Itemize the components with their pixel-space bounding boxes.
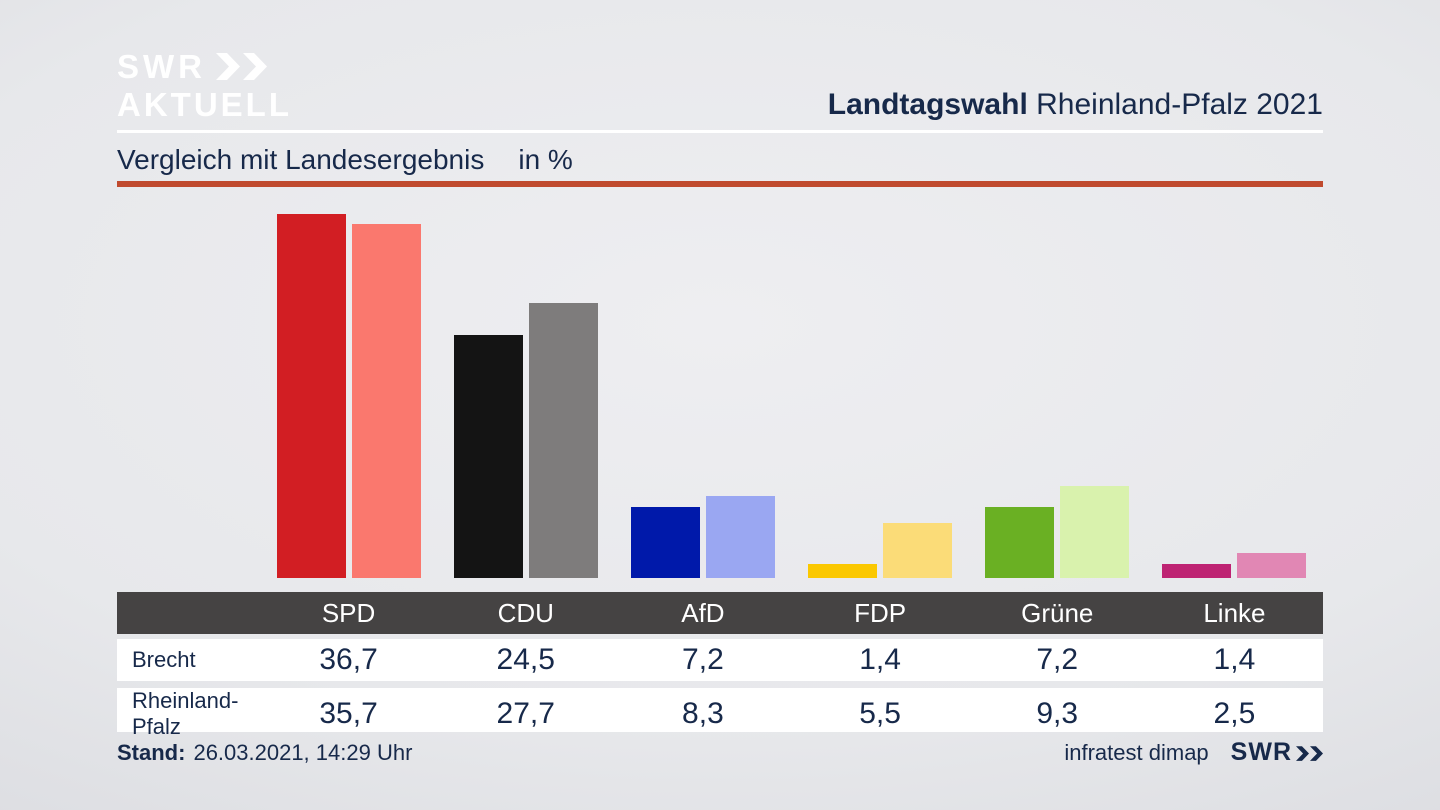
title-rest-part: Rheinland-Pfalz 2021 — [1036, 88, 1323, 121]
timestamp: Stand: 26.03.2021, 14:29 Uhr — [117, 740, 412, 766]
bar-group-cdu — [437, 212, 614, 578]
subtitle-underline — [117, 181, 1323, 187]
bar-cdu-brecht — [453, 335, 523, 578]
swr-logo: SWR — [1231, 738, 1323, 767]
cell-brecht-linke: 1,4 — [1213, 643, 1256, 676]
cell-rheinland-pfalz-afd: 8,3 — [682, 697, 724, 730]
bar-linke-brecht — [1162, 564, 1232, 578]
bar-spd-rheinland-pfalz — [351, 224, 421, 578]
table-row-rheinland-pfalz: Rheinland-Pfalz 35,7 27,7 8,3 5,5 9,3 2,5 — [117, 688, 1323, 739]
source-name: infratest dimap — [1064, 739, 1209, 765]
cell-rheinland-pfalz-spd: 35,7 — [319, 697, 378, 730]
bar-fdp-brecht — [808, 564, 878, 578]
subtitle-text: Vergleich mit Landesergebnis — [117, 144, 485, 175]
bar-group-spd — [260, 212, 437, 578]
subtitle-unit: in % — [518, 144, 573, 175]
chart-subtitle: Vergleich mit Landesergebnis in % — [117, 144, 573, 176]
cell-rheinland-pfalz-fdp: 5,5 — [859, 697, 901, 730]
table-header-row: SPD CDU AfD FDP Grüne Linke — [117, 592, 1323, 634]
stand-label: Stand: — [117, 740, 186, 765]
bar-gruene-brecht — [985, 507, 1055, 578]
cell-brecht-gruene: 7,2 — [1036, 643, 1079, 676]
cell-brecht-afd: 7,2 — [682, 643, 724, 676]
row-label-brecht: Brecht — [132, 647, 196, 672]
cell-rheinland-pfalz-cdu: 27,7 — [496, 697, 555, 730]
cell-brecht-cdu: 24,5 — [496, 643, 555, 676]
stand-value: 26.03.2021, 14:29 Uhr — [193, 740, 413, 765]
bar-afd-rheinland-pfalz — [705, 496, 775, 578]
page-title: Landtagswahl Rheinland-Pfalz 2021 — [117, 88, 1323, 121]
bar-linke-rheinland-pfalz — [1237, 553, 1307, 578]
column-header-afd: AfD — [681, 597, 725, 628]
cell-brecht-spd: 36,7 — [319, 643, 378, 676]
source-attribution: infratest dimap SWR — [1064, 738, 1323, 767]
column-header-linke: Linke — [1203, 597, 1266, 628]
bar-cdu-rheinland-pfalz — [528, 303, 598, 578]
table-row-brecht: Brecht 36,7 24,5 7,2 1,4 7,2 1,4 — [117, 639, 1323, 681]
bar-chart — [260, 212, 1323, 578]
swr-aktuell-logo: SWR AKTUELL — [117, 50, 292, 121]
chevron-right-icon — [216, 53, 267, 80]
swr-logo-text: SWR — [1230, 738, 1292, 766]
bar-spd-brecht — [276, 214, 346, 578]
results-table: SPD CDU AfD FDP Grüne Linke Brecht 36,7 24,5 7,2… — [117, 592, 1323, 739]
bar-fdp-rheinland-pfalz — [883, 523, 953, 578]
column-header-fdp: FDP — [854, 597, 907, 628]
title-bold-part: Landtagswahl — [827, 88, 1028, 121]
logo-swr-text: SWR — [117, 48, 206, 85]
row-label-rheinland-pfalz: Rheinland-Pfalz — [132, 688, 239, 739]
cell-rheinland-pfalz-gruene: 9,3 — [1036, 697, 1079, 730]
cell-rheinland-pfalz-linke: 2,5 — [1213, 697, 1256, 730]
bar-gruene-rheinland-pfalz — [1060, 486, 1130, 578]
bar-afd-brecht — [630, 507, 700, 578]
cell-brecht-fdp: 1,4 — [859, 643, 901, 676]
column-header-spd: SPD — [321, 597, 376, 628]
chevron-right-icon — [1296, 745, 1323, 762]
header-divider — [117, 130, 1323, 133]
logo-aktuell-text: AKTUELL — [117, 86, 292, 123]
bar-group-afd — [614, 212, 791, 578]
column-header-gruene: Grüne — [1021, 597, 1094, 628]
bar-group-gruene — [969, 212, 1146, 578]
bar-group-fdp — [792, 212, 969, 578]
bar-group-linke — [1146, 212, 1323, 578]
column-header-cdu: CDU — [497, 597, 554, 628]
